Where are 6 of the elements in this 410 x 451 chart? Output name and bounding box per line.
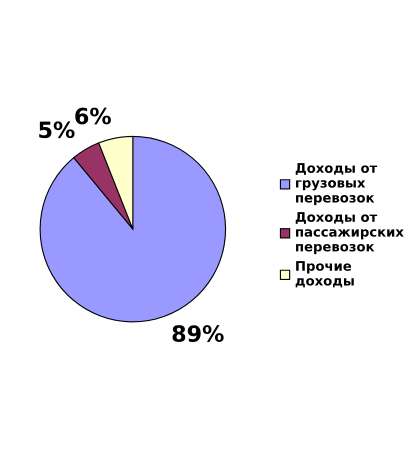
data-label: 5% <box>39 121 75 138</box>
data-label: 6% <box>75 108 111 124</box>
legend-label: Доходы от грузовых перевозок <box>296 163 378 206</box>
legend-label: Доходы от пассажирских перевозок <box>296 212 404 254</box>
data-label: 89% <box>172 325 224 342</box>
legend-label: Прочие доходы <box>296 261 354 288</box>
